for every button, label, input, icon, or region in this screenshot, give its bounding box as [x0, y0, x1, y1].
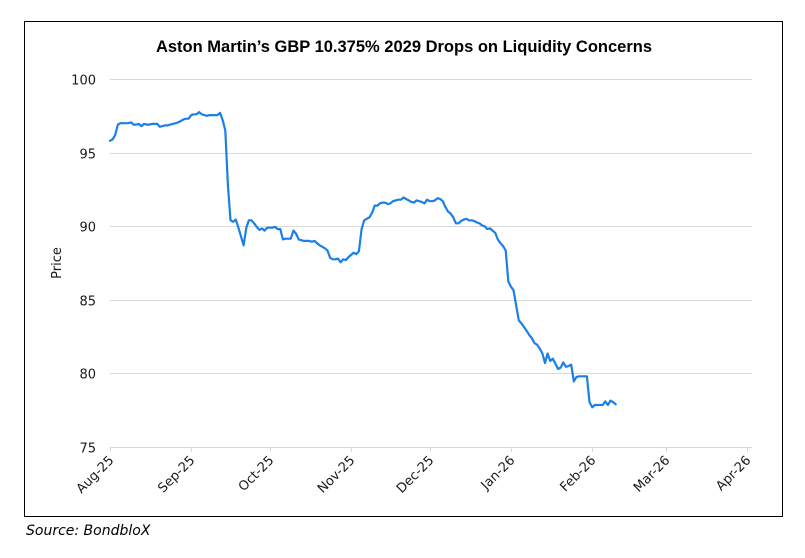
chart-title: Aston Martin’s GBP 10.375% 2029 Drops on… [156, 38, 652, 56]
y-tick-label: 95 [79, 148, 96, 163]
x-tick-label: Nov-25 [315, 453, 358, 496]
y-axis-label: Price [50, 247, 65, 279]
x-tick-label: Dec-25 [394, 453, 437, 496]
y-tick-label: 80 [79, 368, 96, 383]
x-tick-label: Mar-26 [631, 453, 673, 495]
chart-frame [24, 21, 783, 517]
x-tick-label: Jan-26 [478, 453, 519, 494]
y-tick-label: 85 [79, 295, 96, 310]
source-note: Source: BondbloX [26, 523, 151, 539]
x-tick-label: Feb-26 [557, 453, 599, 495]
y-axis-ticks: 75 80 85 90 95 100 [71, 74, 96, 457]
x-tick-label: Oct-25 [236, 453, 278, 495]
chart: Aston Martin’s GBP 10.375% 2029 Drops on… [50, 38, 754, 497]
series-line-price [108, 111, 617, 409]
y-tick-label: 90 [79, 221, 96, 236]
x-axis-ticks: Aug-25 Sep-25 Oct-25 Nov-25 Dec-25 Jan-26 Feb-… [74, 447, 754, 497]
y-tick-label: 75 [79, 442, 96, 457]
x-tick-label: Aug-25 [74, 453, 118, 497]
gridlines [110, 79, 752, 448]
x-tick-label: Sep-25 [155, 453, 198, 496]
x-tick-label: Apr-26 [713, 453, 754, 494]
y-tick-label: 100 [71, 74, 96, 89]
